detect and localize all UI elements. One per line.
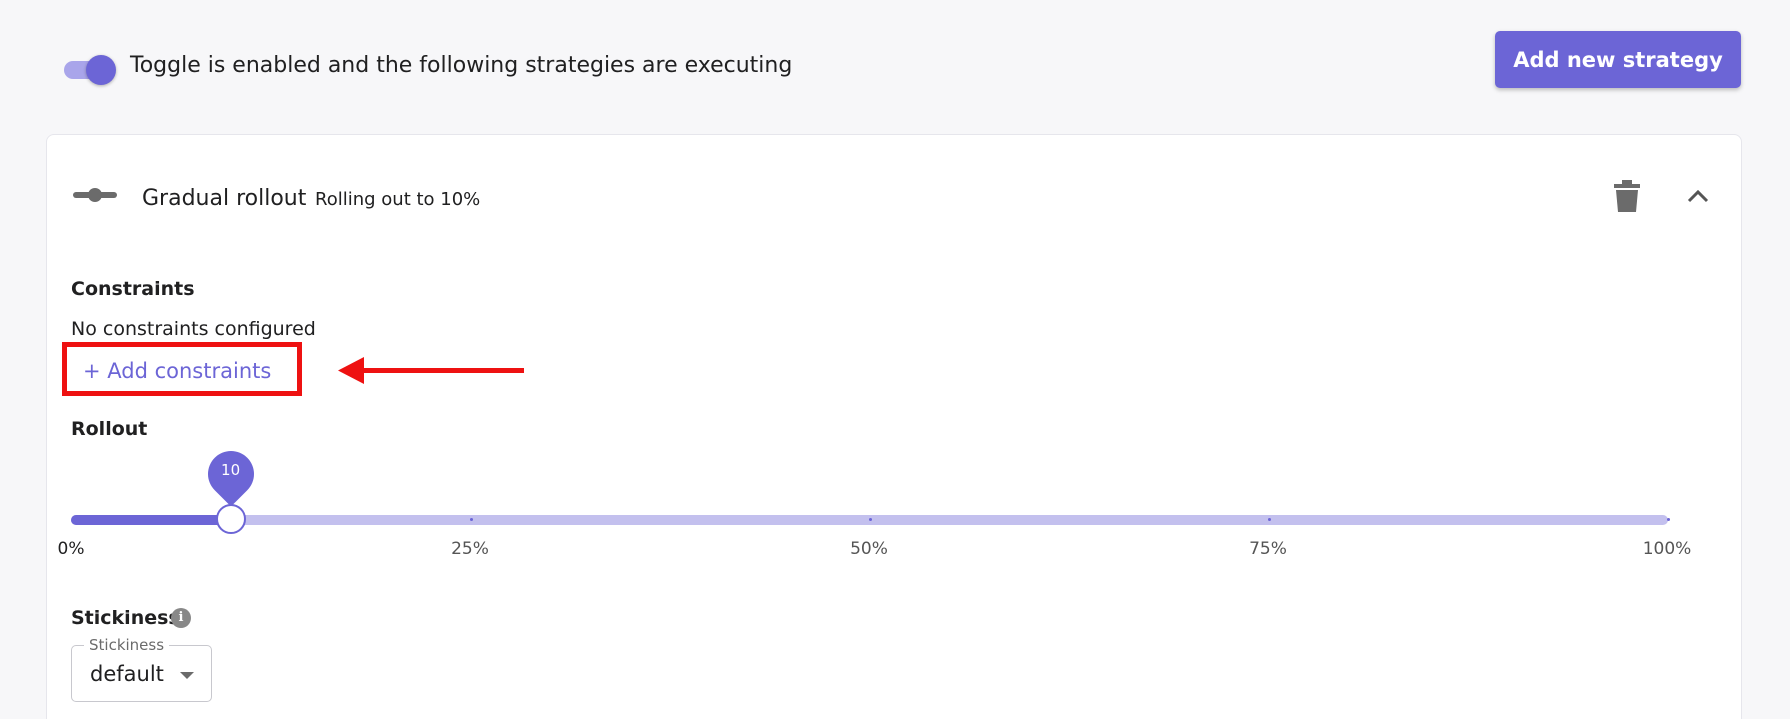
strategy-card: Gradual rollout Rolling out to 10% Const… xyxy=(46,134,1742,719)
strategy-description: Rolling out to 10% xyxy=(315,189,481,210)
slider-thumb[interactable] xyxy=(215,504,246,534)
no-constraints-text: No constraints configured xyxy=(71,318,316,340)
slider-mark-label: 100% xyxy=(1642,539,1692,559)
arrow-left-icon xyxy=(338,357,524,384)
strategy-name: Gradual rollout xyxy=(142,186,307,211)
slider-mark xyxy=(1268,518,1271,521)
rollout-title: Rollout xyxy=(71,418,148,440)
slider-mark-label: 50% xyxy=(850,539,888,559)
info-icon[interactable]: i xyxy=(171,608,191,628)
slider-icon xyxy=(73,188,117,202)
constraints-title: Constraints xyxy=(71,278,195,300)
stickiness-select[interactable]: Stickiness default xyxy=(71,636,212,702)
rollout-slider[interactable]: 10 0% 25% 50% 75% 100% xyxy=(58,441,1691,559)
slider-mark-label: 25% xyxy=(451,539,489,559)
slider-mark-label: 0% xyxy=(57,539,85,559)
toggle-thumb xyxy=(86,55,116,85)
chevron-up-icon[interactable] xyxy=(1681,181,1715,211)
slider-track xyxy=(71,515,231,525)
toggle-status-text: Toggle is enabled and the following stra… xyxy=(130,53,793,78)
add-constraints-button[interactable]: + Add constraints xyxy=(83,359,272,383)
slider-mark xyxy=(1667,518,1670,521)
stickiness-select-label: Stickiness xyxy=(84,636,170,654)
slider-mark xyxy=(470,518,473,521)
slider-mark-label: 75% xyxy=(1249,539,1287,559)
slider-value-text: 10 xyxy=(221,461,241,479)
stickiness-select-value: default xyxy=(90,662,164,686)
slider-mark xyxy=(869,518,872,521)
add-new-strategy-button[interactable]: Add new strategy xyxy=(1495,31,1741,88)
caret-down-icon xyxy=(180,672,194,679)
stickiness-title: Stickiness xyxy=(71,607,180,629)
enable-toggle-switch[interactable] xyxy=(62,52,116,85)
trash-icon[interactable] xyxy=(1611,179,1643,213)
